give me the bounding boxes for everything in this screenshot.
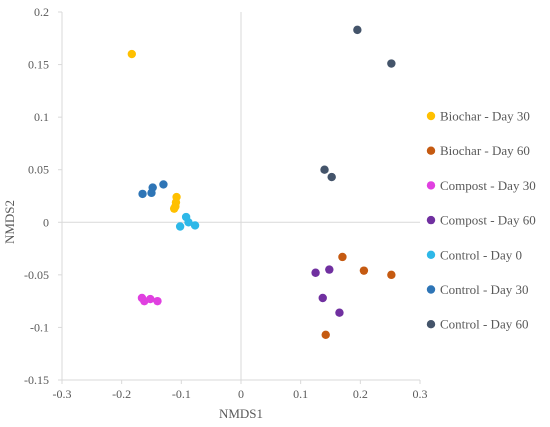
legend-label: Compost - Day 30 <box>440 178 536 193</box>
y-tick-label: 0.1 <box>34 110 49 124</box>
data-point <box>359 266 369 275</box>
data-point <box>190 221 200 230</box>
data-point <box>146 294 155 304</box>
y-tick-label: 0.2 <box>34 5 49 19</box>
legend-item: Compost - Day 60 <box>426 213 536 228</box>
data-point <box>321 330 330 339</box>
data-point <box>184 218 193 227</box>
y-tick-label: -0.15 <box>24 373 49 387</box>
data-points <box>127 25 396 339</box>
data-point <box>353 25 362 35</box>
legend-marker <box>426 181 436 190</box>
data-point <box>327 172 336 182</box>
y-tick-label: 0.05 <box>28 163 49 177</box>
data-point <box>320 165 329 174</box>
x-tick-label: 0.3 <box>413 387 428 401</box>
data-point <box>159 180 168 189</box>
legend: Biochar - Day 30 Biochar - Day 60 Compost … <box>426 109 536 332</box>
legend-item: Biochar - Day 60 <box>426 143 530 158</box>
legend-marker <box>426 250 436 259</box>
legend-marker <box>426 146 436 155</box>
legend-item: Compost - Day 30 <box>426 178 536 193</box>
y-tick-label: 0 <box>43 215 49 229</box>
legend-label: Biochar - Day 30 <box>440 109 530 124</box>
data-point <box>387 270 396 280</box>
data-point <box>147 188 156 198</box>
legend-marker <box>426 111 436 121</box>
legend-label: Control - Day 30 <box>440 282 528 297</box>
x-tick-label: 0 <box>238 387 244 401</box>
data-point <box>138 189 147 199</box>
axes: -0.3 -0.2 -0.1 0 0.1 0.2 0.3 0.2 0.15 0.1 0.05 0 -0.… <box>24 5 428 401</box>
legend-label: Control - Day 0 <box>440 247 522 262</box>
x-tick-label: -0.1 <box>172 387 191 401</box>
data-point <box>325 265 334 274</box>
legend-item: Control - Day 60 <box>426 317 528 332</box>
legend-label: Biochar - Day 60 <box>440 143 530 158</box>
y-tick-label: -0.1 <box>30 320 49 334</box>
data-point <box>153 296 162 306</box>
x-tick-label: -0.2 <box>112 387 131 401</box>
data-point <box>318 293 327 303</box>
legend-item: Biochar - Day 30 <box>426 109 530 124</box>
x-tick-label: 0.1 <box>293 387 308 401</box>
data-point <box>175 222 185 231</box>
legend-label: Compost - Day 60 <box>440 213 536 228</box>
x-axis-label: NMDS1 <box>219 406 263 421</box>
legend-item: Control - Day 0 <box>426 247 522 262</box>
data-point <box>127 49 137 59</box>
data-point <box>311 268 320 277</box>
data-point <box>169 204 179 213</box>
data-point <box>338 252 347 262</box>
y-tick-label: -0.05 <box>24 268 49 282</box>
legend-marker <box>426 320 436 329</box>
legend-item: Control - Day 30 <box>426 282 528 297</box>
legend-marker <box>426 285 436 294</box>
data-point <box>387 59 396 68</box>
y-axis-label: NMDS2 <box>2 200 17 244</box>
legend-label: Control - Day 60 <box>440 317 528 332</box>
x-tick-label: -0.3 <box>53 387 72 401</box>
x-tick-label: 0.2 <box>353 387 368 401</box>
data-point <box>335 308 344 317</box>
legend-marker <box>426 215 436 225</box>
y-tick-label: 0.15 <box>28 58 49 72</box>
